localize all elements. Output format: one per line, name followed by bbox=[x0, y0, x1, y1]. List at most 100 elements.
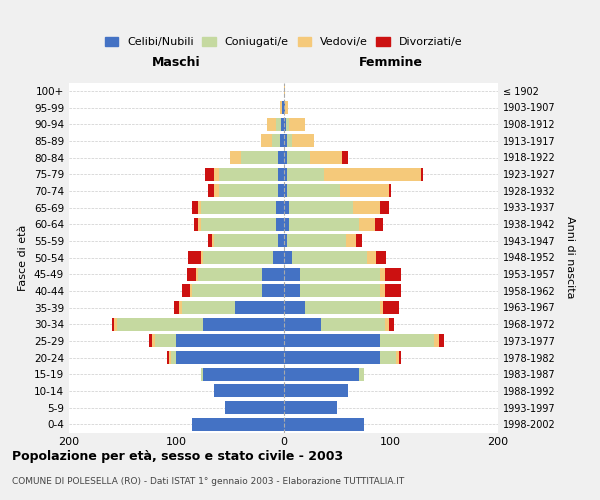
Y-axis label: Anni di nascita: Anni di nascita bbox=[565, 216, 575, 298]
Bar bbox=[284, 284, 299, 298]
Bar bbox=[289, 118, 305, 130]
Bar bbox=[201, 218, 276, 230]
Bar bbox=[400, 351, 401, 364]
Bar bbox=[201, 368, 203, 380]
Bar bbox=[214, 168, 219, 180]
Bar bbox=[305, 301, 380, 314]
Bar bbox=[201, 251, 203, 264]
Bar bbox=[287, 184, 340, 198]
Bar bbox=[214, 184, 219, 198]
Bar bbox=[272, 134, 280, 147]
Bar bbox=[284, 318, 321, 330]
Bar bbox=[299, 268, 380, 280]
Bar bbox=[169, 351, 171, 364]
Bar bbox=[284, 268, 299, 280]
Bar bbox=[439, 334, 445, 347]
Bar bbox=[289, 201, 353, 214]
Bar bbox=[117, 318, 203, 330]
Bar bbox=[208, 184, 214, 198]
Bar bbox=[197, 218, 201, 230]
Bar bbox=[230, 151, 241, 164]
Bar bbox=[196, 268, 198, 280]
Bar bbox=[310, 151, 343, 164]
Bar bbox=[284, 168, 287, 180]
Text: Femmine: Femmine bbox=[359, 56, 423, 69]
Bar bbox=[324, 168, 421, 180]
Bar bbox=[380, 284, 385, 298]
Bar bbox=[278, 184, 284, 198]
Bar bbox=[292, 251, 367, 264]
Bar bbox=[280, 101, 283, 114]
Bar bbox=[203, 368, 284, 380]
Bar bbox=[353, 201, 380, 214]
Bar bbox=[374, 218, 383, 230]
Bar bbox=[380, 268, 385, 280]
Bar bbox=[284, 234, 287, 248]
Bar bbox=[385, 318, 389, 330]
Bar bbox=[276, 118, 281, 130]
Bar bbox=[201, 201, 276, 214]
Bar bbox=[262, 268, 284, 280]
Bar bbox=[434, 334, 439, 347]
Bar bbox=[198, 268, 262, 280]
Bar bbox=[203, 318, 284, 330]
Bar bbox=[380, 334, 434, 347]
Bar bbox=[343, 151, 348, 164]
Bar bbox=[194, 218, 198, 230]
Text: Popolazione per età, sesso e stato civile - 2003: Popolazione per età, sesso e stato civil… bbox=[12, 450, 343, 463]
Bar bbox=[280, 134, 284, 147]
Bar bbox=[182, 301, 235, 314]
Bar bbox=[179, 301, 182, 314]
Bar bbox=[283, 101, 284, 114]
Bar bbox=[212, 234, 214, 248]
Bar bbox=[389, 318, 394, 330]
Bar bbox=[235, 301, 284, 314]
Text: Maschi: Maschi bbox=[152, 56, 200, 69]
Bar bbox=[287, 151, 310, 164]
Bar bbox=[176, 334, 284, 347]
Bar bbox=[396, 351, 400, 364]
Y-axis label: Fasce di età: Fasce di età bbox=[19, 224, 28, 290]
Bar bbox=[385, 284, 401, 298]
Bar bbox=[286, 118, 289, 130]
Bar bbox=[273, 251, 284, 264]
Bar bbox=[284, 401, 337, 414]
Bar bbox=[281, 118, 284, 130]
Bar bbox=[359, 368, 364, 380]
Bar bbox=[421, 168, 423, 180]
Bar bbox=[203, 251, 273, 264]
Bar bbox=[171, 351, 176, 364]
Bar bbox=[284, 384, 348, 398]
Bar bbox=[214, 234, 278, 248]
Bar bbox=[321, 318, 385, 330]
Bar bbox=[190, 284, 193, 298]
Bar bbox=[385, 268, 401, 280]
Bar bbox=[284, 301, 305, 314]
Bar bbox=[289, 218, 359, 230]
Bar bbox=[356, 234, 362, 248]
Bar bbox=[174, 301, 179, 314]
Bar bbox=[208, 234, 212, 248]
Bar bbox=[284, 201, 289, 214]
Bar bbox=[268, 118, 276, 130]
Bar bbox=[261, 134, 272, 147]
Bar bbox=[380, 301, 383, 314]
Text: COMUNE DI POLESELLA (RO) - Dati ISTAT 1° gennaio 2003 - Elaborazione TUTTITALIA.: COMUNE DI POLESELLA (RO) - Dati ISTAT 1°… bbox=[12, 478, 404, 486]
Bar bbox=[193, 284, 262, 298]
Bar bbox=[214, 384, 284, 398]
Bar bbox=[299, 284, 380, 298]
Bar bbox=[287, 234, 346, 248]
Bar bbox=[284, 368, 359, 380]
Bar bbox=[389, 184, 391, 198]
Bar bbox=[383, 301, 400, 314]
Bar bbox=[284, 134, 287, 147]
Bar bbox=[176, 351, 284, 364]
Bar bbox=[219, 168, 278, 180]
Bar bbox=[278, 168, 284, 180]
Bar bbox=[292, 134, 314, 147]
Bar bbox=[219, 184, 278, 198]
Bar bbox=[276, 218, 284, 230]
Bar bbox=[182, 284, 190, 298]
Bar bbox=[284, 118, 286, 130]
Bar bbox=[187, 268, 196, 280]
